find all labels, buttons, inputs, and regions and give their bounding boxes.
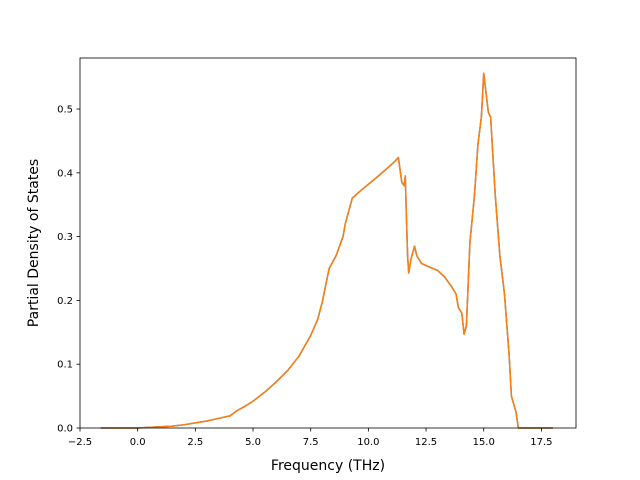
y-axis-label: Partial Density of States bbox=[26, 159, 42, 327]
series-line-2 bbox=[100, 72, 553, 429]
y-tick-label: 0.0 bbox=[57, 424, 73, 435]
x-axis-ticks: −2.5 0.0 2.5 5.0 7.5 10.0 12.5 15.0 17.5 bbox=[68, 428, 553, 448]
y-tick-label: 0.1 bbox=[57, 360, 73, 371]
x-axis-label: Frequency (THz) bbox=[271, 458, 385, 474]
x-tick-label: 15.0 bbox=[473, 437, 495, 448]
y-axis-ticks: 0.0 0.1 0.2 0.3 0.4 0.5 bbox=[57, 105, 80, 435]
x-tick-label: −2.5 bbox=[68, 437, 92, 448]
x-tick-label: 2.5 bbox=[187, 437, 203, 448]
y-tick-label: 0.4 bbox=[57, 168, 73, 179]
plot-frame bbox=[79, 57, 577, 429]
series-layer bbox=[100, 72, 553, 429]
y-tick-label: 0.3 bbox=[57, 232, 73, 243]
x-tick-label: 12.5 bbox=[415, 437, 437, 448]
x-tick-label: 0.0 bbox=[130, 437, 146, 448]
x-tick-label: 17.5 bbox=[530, 437, 552, 448]
y-tick-label: 0.2 bbox=[57, 296, 73, 307]
x-tick-label: 10.0 bbox=[357, 437, 379, 448]
y-tick-label: 0.5 bbox=[57, 105, 73, 116]
x-tick-label: 5.0 bbox=[245, 437, 261, 448]
x-tick-label: 7.5 bbox=[303, 437, 319, 448]
